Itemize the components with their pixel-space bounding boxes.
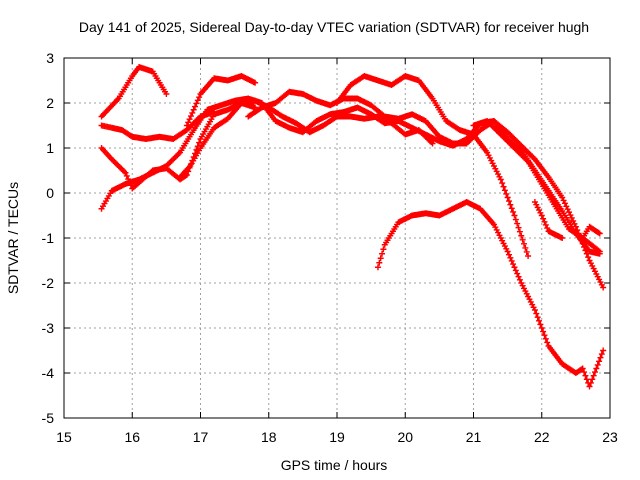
y-tick-label: -4 bbox=[42, 365, 55, 381]
x-tick-label: 15 bbox=[56, 429, 72, 445]
series-s5 bbox=[177, 100, 259, 181]
x-tick-label: 16 bbox=[124, 429, 140, 445]
series-s12 bbox=[579, 223, 603, 241]
x-tick-label: 19 bbox=[329, 429, 345, 445]
x-tick-label: 17 bbox=[193, 429, 209, 445]
series-markers bbox=[531, 199, 566, 241]
x-tick-label: 21 bbox=[466, 429, 482, 445]
y-tick-label: -3 bbox=[42, 320, 55, 336]
series-s9 bbox=[470, 118, 603, 255]
y-tick-label: 2 bbox=[46, 95, 54, 111]
axis-ticks bbox=[63, 57, 611, 419]
data-series bbox=[98, 64, 607, 390]
series-s1 bbox=[98, 64, 170, 120]
series-markers bbox=[374, 199, 607, 390]
x-tick-label: 22 bbox=[534, 429, 550, 445]
y-tick-label: 1 bbox=[46, 140, 54, 156]
y-axis-title: SDTVAR / TECUs bbox=[5, 182, 21, 294]
series-s8 bbox=[334, 73, 532, 259]
series-markers bbox=[98, 64, 170, 120]
series-markers bbox=[177, 100, 259, 181]
y-tick-label: -1 bbox=[42, 230, 55, 246]
series-s7 bbox=[245, 88, 607, 291]
series-markers bbox=[470, 118, 603, 255]
y-tick-labels: 3 2 1 0 -1 -2 -3 -4 -5 bbox=[42, 50, 55, 426]
series-s10 bbox=[374, 199, 607, 390]
x-axis-title: GPS time / hours bbox=[281, 457, 388, 473]
x-tick-label: 23 bbox=[602, 429, 618, 445]
y-tick-label: -2 bbox=[42, 275, 55, 291]
y-tick-label: 0 bbox=[46, 185, 54, 201]
chart-title: Day 141 of 2025, Sidereal Day-to-day VTE… bbox=[79, 19, 589, 35]
series-s11 bbox=[531, 199, 566, 241]
y-tick-label: 3 bbox=[46, 50, 54, 66]
y-tick-label: -5 bbox=[42, 410, 55, 426]
x-tick-label: 20 bbox=[397, 429, 413, 445]
series-s6 bbox=[183, 73, 259, 129]
series-markers bbox=[579, 223, 603, 241]
series-markers bbox=[245, 88, 607, 291]
series-markers bbox=[334, 73, 532, 259]
series-markers bbox=[183, 73, 259, 129]
x-tick-labels: 15 16 17 18 19 20 21 22 23 bbox=[56, 429, 618, 445]
x-tick-label: 18 bbox=[261, 429, 277, 445]
